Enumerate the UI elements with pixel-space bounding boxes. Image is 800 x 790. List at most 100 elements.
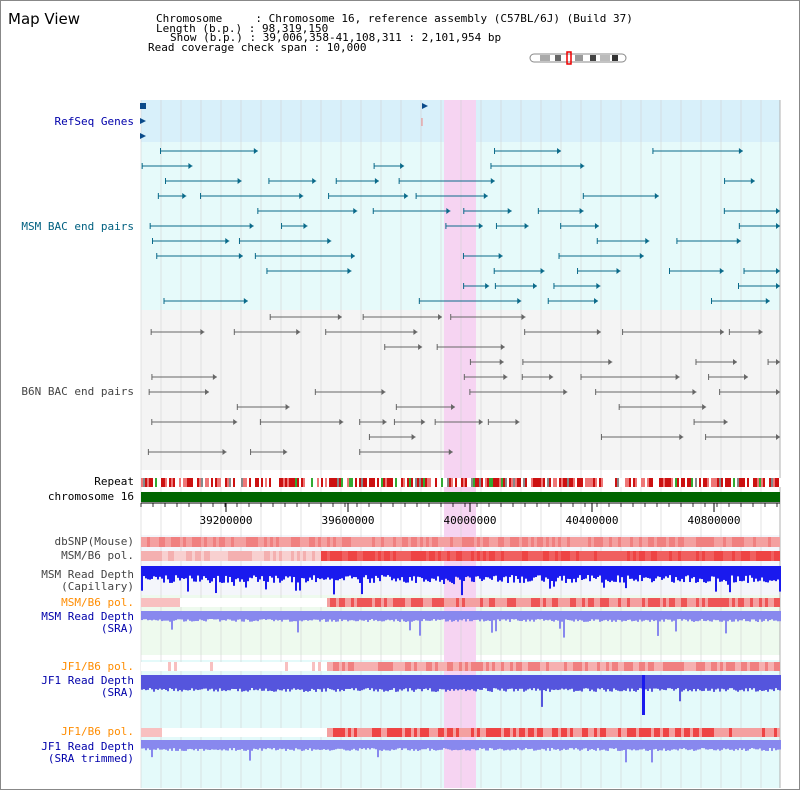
msm-sra-depth-bar [389,611,391,621]
repeat-cell [213,478,215,487]
repeat-cell [729,478,731,487]
dbsnp-cell [258,537,261,547]
jf1-pol2-cell [243,728,246,737]
msm-sra-depth-bar [421,611,423,622]
msm-pol-cell [213,551,216,561]
msm-sra-depth-bar [631,611,633,622]
jf1-sra-depth-bar [771,675,773,690]
jf1-sra-depth-bar [549,675,551,692]
msm-pol2-cell [438,598,441,607]
msm-pol2-cell [231,598,234,607]
jf1-pol-cell [720,662,723,671]
msm-cap-depth-bar [411,566,413,581]
msm-sra-depth-bar [759,611,761,620]
dbsnp-cell [441,537,444,547]
msm-sra-depth-bar [163,611,165,621]
msm-pol2-cell [195,598,198,607]
msm-pol-cell [168,551,171,561]
msm-bac-arrow [776,283,780,289]
repeat-cell [229,478,231,487]
dbsnp-cell [630,537,633,547]
dbsnp-cell [717,537,720,547]
msm-sra-depth-bar [165,611,167,621]
jf1-trim-depth-bar [445,740,447,749]
msm-bac-arrow [498,253,503,259]
refseq-genes-track[interactable] [140,103,428,139]
jf1-pol2-cell [174,728,177,737]
msm-pol2-cell [729,598,732,607]
jf1-sra-depth-bar [471,675,473,690]
repeat-cell [739,478,741,487]
repeat-track[interactable] [141,478,781,487]
msm-sra-depth-bar [707,611,709,621]
jf1-sra-depth-bar [653,675,655,689]
dbsnp-cell [279,537,282,547]
jf1-sra-depth-bar [743,675,745,692]
msm-pol-cell [621,551,624,561]
msm-sra-depth-bar [589,611,591,621]
dbsnp-cell [351,537,354,547]
jf1-trim-depth-bar [631,740,633,751]
jf1-trim-depth-bar [307,740,309,750]
msm-pol-cell [765,551,768,561]
jf1-sra-depth-bar [353,675,355,691]
jf1-sra-depth-bar [719,675,721,692]
jf1-sra-depth-bar [503,675,505,691]
jf1-pol2-cell [321,728,324,737]
jf1-sra-depth-bar [499,675,501,691]
jf1-trim-depth-bar [517,740,519,749]
msm-cap-depth-bar [685,566,687,577]
jf1-pol-cell [615,662,618,671]
jf1-sra-depth-bar [537,675,539,689]
jf1-sra-depth-bar [415,675,417,690]
msm-cap-depth-bar [503,566,505,578]
repeat-cell [415,478,417,487]
jf1-pol-cell [543,662,546,671]
jf1-pol-cell [357,662,360,671]
jf1-sra-depth-bar [371,675,373,689]
repeat-cell [315,478,317,487]
msm-sra-depth-bar [287,611,289,620]
msm-cap-depth-bar [769,566,771,581]
jf1-pol-cell [729,662,732,671]
repeat-cell [635,478,637,487]
jf1-pol2-cell [699,728,702,737]
msm-sra-depth-bar [321,611,323,620]
msm-cap-depth-bar [577,566,579,578]
b6n-bac-arrow [720,329,725,335]
msm-pol2-cell [642,598,645,607]
msm-bac-track[interactable] [141,148,780,304]
jf1-sra-depth-bar [513,675,515,692]
msm-cap-depth-bar [325,566,327,580]
repeat-cell [341,478,343,487]
msm-sra-depth-bar [587,611,589,622]
jf1-pol2-cell [630,728,633,737]
jf1-pol-cell [204,662,207,671]
jf1-sra-depth-bar [611,675,613,692]
msm-sra-depth-bar [533,611,535,622]
msm-pol2-cell [543,598,546,607]
msm-sra-depth-bar [397,611,399,621]
msm-cap-depth-bar [725,566,727,582]
msm-pol2-cell [423,598,426,607]
jf1-pol2-cell [408,728,411,737]
msm-sra-depth-bar [323,611,325,620]
jf1-trim-depth-bar [679,740,681,749]
dbsnp-cell [771,537,774,547]
msm-cap-depth-bar [279,566,281,583]
repeat-cell [457,478,459,487]
msm-bac-arrow [404,193,409,199]
jf1-pol-cell [423,662,426,671]
repeat-cell [581,478,583,487]
jf1-pol2-cell [438,728,441,737]
chromosome-ideogram[interactable] [529,51,627,65]
jf1-pol2-cell [651,728,654,737]
b6n-bac-track[interactable] [147,314,780,455]
msm-pol2-cell [186,598,189,607]
msm-pol-cell [588,551,591,561]
msm-sra-depth-bar [289,611,291,622]
jf1-sra-depth-bar [619,675,621,692]
jf1-trim-depth-bar [749,740,751,749]
msm-pol-cell [735,551,738,561]
